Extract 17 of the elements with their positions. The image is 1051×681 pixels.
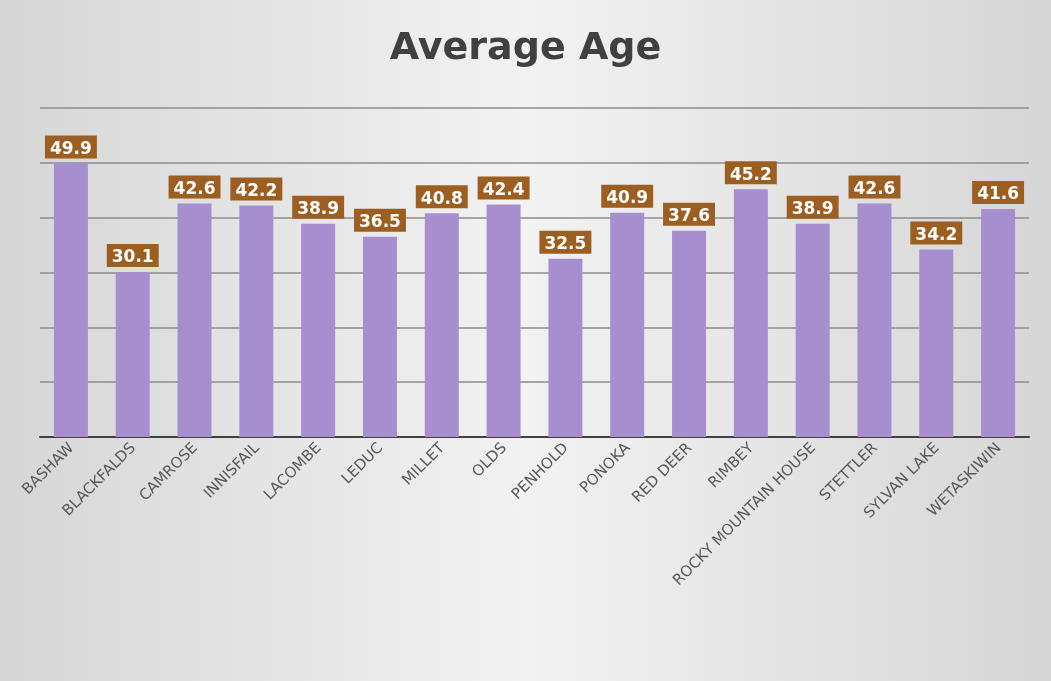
data-label: 34.2	[915, 223, 958, 244]
data-label: 38.9	[297, 198, 340, 219]
chart-title: Average Age	[389, 24, 662, 68]
data-label: 41.6	[977, 183, 1020, 204]
data-label: 42.2	[235, 180, 278, 201]
data-label: 37.6	[668, 205, 711, 226]
data-label: 49.9	[49, 137, 92, 158]
data-label: 42.6	[853, 177, 896, 198]
data-label: 30.1	[111, 246, 154, 267]
data-label: 40.8	[420, 187, 463, 208]
data-label: 38.9	[791, 198, 834, 219]
data-label: 32.5	[544, 233, 587, 254]
data-label: 45.2	[729, 163, 772, 184]
data-label: 36.5	[358, 211, 401, 232]
data-label: 42.4	[482, 179, 525, 200]
data-label: 42.6	[173, 177, 216, 198]
data-label: 40.9	[606, 187, 649, 208]
